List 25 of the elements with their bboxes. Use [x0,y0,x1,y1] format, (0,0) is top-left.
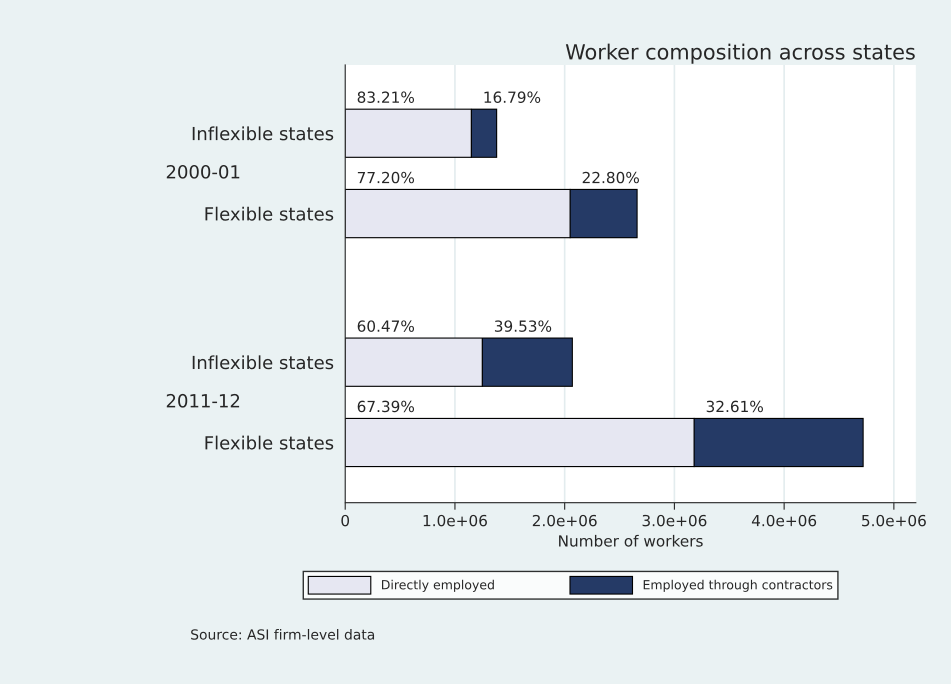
annotation: 67.39% [358,400,414,412]
annotation: 22.80% [582,172,639,184]
annotation: 39.53% [494,320,552,332]
x-tick-label: 3.0e+06 [642,514,706,526]
annotation: 83.21% [358,91,414,103]
annotation: 32.61% [706,400,763,412]
x-tick-label: 2.0e+06 [532,514,597,526]
x-tick-label: 0 [341,514,350,526]
y-tick-label: Inflexible states [192,126,334,140]
x-tick-label: 5.0e+06 [862,514,926,526]
annotation: 77.20% [358,172,414,184]
text: 2011-12 [166,394,240,408]
text: 2000-01 [166,165,240,179]
y-tick-label: Flexible states [206,206,334,221]
legend-label: Directly employed [382,580,494,592]
source-note: Source: ASI firm-level data [191,628,374,640]
x-tick-label: 4.0e+06 [752,514,816,526]
y-tick-label: Flexible states [206,436,334,450]
annotation: 60.47% [358,320,414,332]
chart-title: Worker composition across states [566,44,915,64]
x-axis-title: Number of workers [559,534,703,547]
y-tick-label: Inflexible states [192,355,334,370]
legend-label: Employed through contractors [644,580,832,592]
annotation: 16.79% [484,91,540,103]
x-tick-label: 1.0e+06 [424,514,487,526]
